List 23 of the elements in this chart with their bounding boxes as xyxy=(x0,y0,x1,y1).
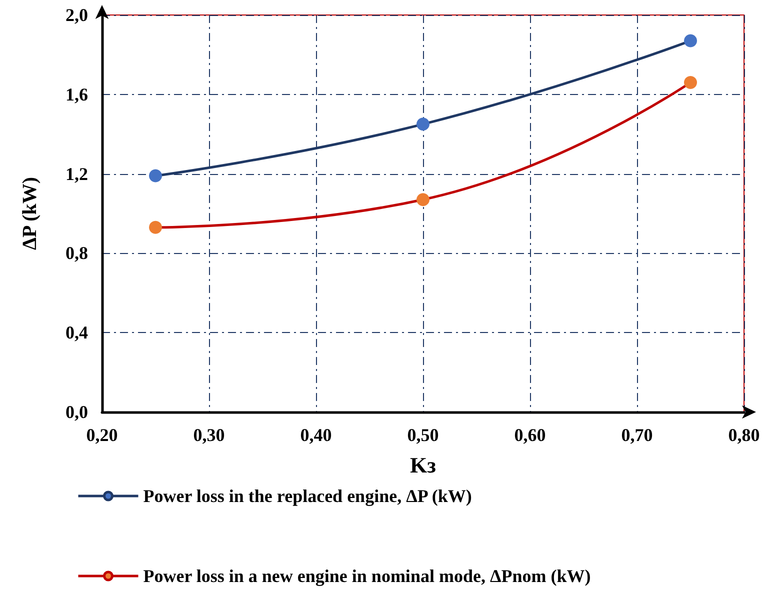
point xyxy=(149,220,162,234)
y-tick-label: 1,6 xyxy=(66,84,88,104)
point xyxy=(416,193,430,206)
x-tick-label: 0,70 xyxy=(621,425,653,445)
y-tick-label: 1,2 xyxy=(66,164,88,184)
x-tick-label: 0,80 xyxy=(728,425,760,445)
x-tick-label: 0,20 xyxy=(86,425,118,445)
x-tick-label: 0,60 xyxy=(514,425,546,445)
point xyxy=(416,118,430,131)
legend-label: Power loss in a new engine in nominal mode, ΔPnom (kW) xyxy=(143,566,591,586)
y-tick-label: 0,0 xyxy=(66,402,88,422)
y-tick-label: 2,0 xyxy=(66,5,88,25)
point xyxy=(684,34,697,48)
x-tick-label: 0,50 xyxy=(407,425,439,445)
legend-label: Power loss in the replaced engine, ΔP (kW) xyxy=(143,486,472,506)
point xyxy=(149,169,162,182)
y-axis-title: ΔP (kW) xyxy=(19,176,41,250)
x-axis-title: Kз xyxy=(410,452,436,478)
y-tick-label: 0,8 xyxy=(66,243,88,264)
x-tick-label: 0,40 xyxy=(300,425,332,445)
x-tick-label: 0,30 xyxy=(193,425,225,445)
y-tick-label: 0,4 xyxy=(66,322,88,343)
point xyxy=(684,76,697,89)
